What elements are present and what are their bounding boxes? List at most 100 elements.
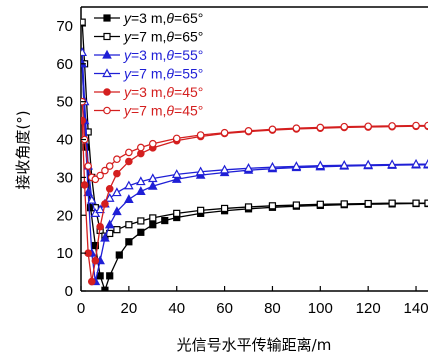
data-point <box>101 166 109 175</box>
legend-item: y=3 m,θ=45° <box>94 84 203 100</box>
data-point <box>412 121 420 130</box>
data-point <box>96 222 104 231</box>
y-tick-label: 60 <box>56 56 73 73</box>
legend-label-part: y <box>123 66 132 82</box>
legend-label-part: θ <box>166 103 174 119</box>
data-point <box>424 199 428 207</box>
legend-label-part: =55° <box>174 47 203 63</box>
data-point <box>243 163 254 172</box>
tick-layer: 0 20 40 60 80 100 120 140 0 10 20 30 40 50 60 70 <box>56 18 428 317</box>
data-point <box>83 187 93 197</box>
data-point <box>244 203 253 211</box>
data-point <box>292 124 301 132</box>
data-point <box>149 214 157 222</box>
y-tick-label: 30 <box>56 169 73 186</box>
data-point <box>101 286 109 291</box>
x-tick-label: 120 <box>356 300 381 317</box>
legend-label-part: θ <box>166 66 174 82</box>
data-point <box>387 159 397 169</box>
data-point <box>96 272 104 280</box>
data-point <box>113 155 121 164</box>
data-point <box>125 157 133 166</box>
data-point <box>105 162 114 170</box>
legend-item: y=7 m,θ=55° <box>94 66 203 82</box>
data-point <box>173 209 181 217</box>
data-point <box>115 251 123 259</box>
x-tick-label: 140 <box>404 300 428 317</box>
x-tick-label: 80 <box>264 300 281 317</box>
data-point <box>137 149 145 158</box>
data-point <box>86 194 97 204</box>
legend-label-part: =65° <box>174 29 203 45</box>
legend-label: y=3 m,θ=45° <box>123 84 203 100</box>
legend-label: y=7 m,θ=65° <box>123 29 203 45</box>
legend-label-part: =3 m, <box>131 84 166 100</box>
legend-label-part: =7 m, <box>131 66 166 82</box>
y-tick-label: 0 <box>65 283 73 300</box>
x-axis-title: 光信号水平传输距离/m <box>177 336 332 354</box>
data-point <box>161 216 169 225</box>
data-point <box>136 186 146 196</box>
legend-marker <box>103 106 111 115</box>
data-point <box>412 199 420 207</box>
legend-label: y=7 m,θ=55° <box>123 66 203 82</box>
data-point <box>87 277 96 286</box>
legend-label-part: y <box>123 103 132 119</box>
data-point <box>291 161 302 171</box>
series-layer <box>81 18 428 291</box>
data-point <box>137 217 145 225</box>
data-point <box>95 204 105 214</box>
data-point <box>81 116 86 125</box>
legend-label: y=7 m,θ=45° <box>123 103 203 119</box>
data-point <box>171 169 182 178</box>
series-line <box>81 120 428 282</box>
data-point <box>136 176 146 186</box>
data-point <box>100 232 110 242</box>
data-point <box>105 184 114 193</box>
data-point <box>195 166 206 176</box>
data-point <box>112 206 122 216</box>
data-point <box>388 122 396 130</box>
data-point <box>423 158 428 168</box>
y-tick-label: 20 <box>56 207 73 224</box>
data-point <box>113 169 121 178</box>
legend-item: y=3 m,θ=65° <box>94 10 203 26</box>
x-tick-label: 40 <box>168 300 185 317</box>
data-point <box>292 201 300 209</box>
data-point <box>104 219 115 229</box>
data-point <box>364 199 372 208</box>
legend-label-part: θ <box>166 47 174 63</box>
data-point <box>147 173 158 183</box>
legend-label-part: y <box>123 29 132 45</box>
data-point <box>315 160 326 170</box>
data-point <box>340 122 349 131</box>
series-6 <box>81 97 428 184</box>
legend-item: y=7 m,θ=45° <box>94 103 203 119</box>
legend-marker <box>103 88 111 96</box>
legend-label: y=3 m,θ=65° <box>123 10 203 26</box>
legend-label-part: =65° <box>174 10 203 26</box>
data-point <box>388 199 396 207</box>
y-tick-label: 40 <box>56 132 73 149</box>
data-point <box>219 164 230 174</box>
data-point <box>113 226 121 234</box>
legend-label-part: y <box>123 10 132 26</box>
legend-label-part: =3 m, <box>131 47 166 63</box>
data-point <box>112 187 122 197</box>
legend-marker <box>103 32 111 41</box>
data-point <box>125 221 133 229</box>
legend-label-part: y <box>123 47 132 63</box>
data-point <box>171 174 182 183</box>
data-point <box>104 192 115 202</box>
data-point <box>363 159 373 169</box>
data-point <box>101 200 109 208</box>
data-point <box>106 272 114 280</box>
y-tick-label: 10 <box>56 245 73 262</box>
legend-label-part: y <box>123 84 132 100</box>
x-tick-label: 60 <box>216 300 233 317</box>
legend-label-part: θ <box>166 84 174 100</box>
legend-label: y=3 m,θ=55° <box>123 47 203 63</box>
legend: y=3 m,θ=65°y=7 m,θ=65°y=3 m,θ=55°y=7 m,θ… <box>94 10 203 119</box>
data-point <box>137 143 145 152</box>
